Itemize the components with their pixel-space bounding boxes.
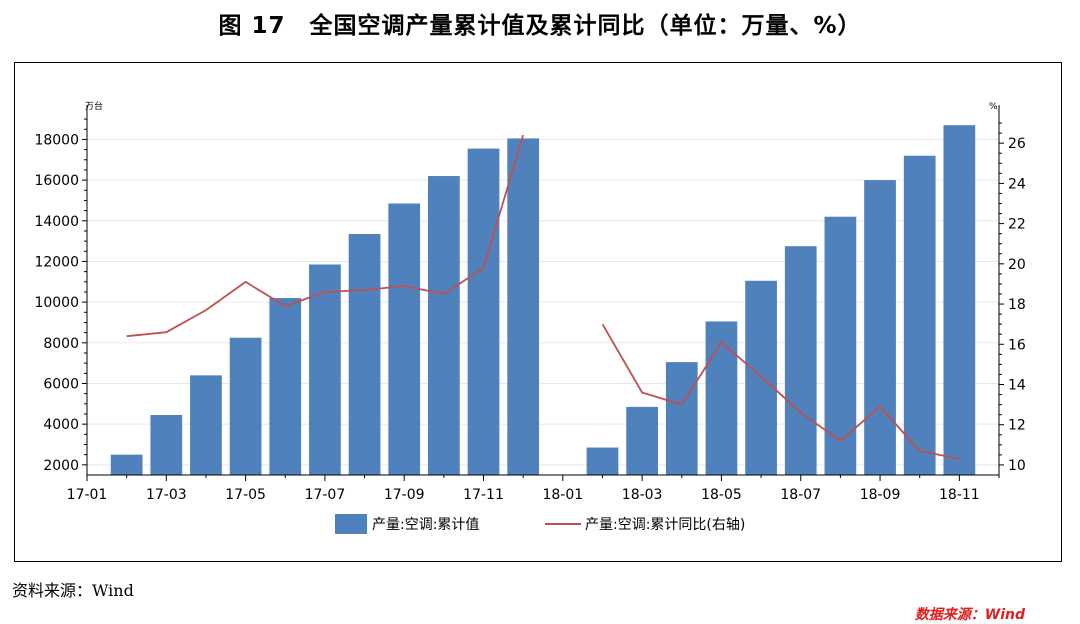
y-left-tick-label: 16000 — [34, 173, 79, 189]
source-note: 资料来源：Wind — [12, 581, 134, 600]
chart-svg: 2000 4000 6000 8000 10000 12000 14000 16000 1800… — [34, 100, 1026, 534]
x-tick-label: 17-07 — [305, 487, 346, 503]
bar — [864, 180, 896, 475]
y-right-tick-label: 14 — [1008, 378, 1026, 394]
figure-title: 图 17 全国空调产量累计值及累计同比（单位：万量、%） — [218, 13, 862, 39]
line-series-segment — [601, 323, 960, 460]
x-tick-label: 17-03 — [146, 487, 187, 503]
x-tick-label: 17-11 — [463, 487, 504, 503]
y-right-tick-label: 12 — [1008, 418, 1026, 434]
bar — [745, 280, 777, 475]
legend-swatch-bar — [335, 514, 367, 534]
bar — [428, 176, 460, 475]
x-tick-label: 18-07 — [780, 487, 821, 503]
bar — [824, 216, 857, 475]
x-tick-label: 17-01 — [67, 487, 108, 503]
y-right-tick-label: 22 — [1008, 217, 1026, 233]
bar — [150, 415, 183, 475]
x-tick-label: 17-09 — [384, 487, 425, 503]
x-tick-label: 18-09 — [860, 487, 901, 503]
bar — [309, 264, 341, 475]
bar — [784, 246, 817, 475]
bar — [665, 362, 698, 475]
bars-layer — [110, 125, 976, 476]
y-left-tick-label: 12000 — [34, 254, 79, 270]
axes-layer: 2000 4000 6000 8000 10000 12000 14000 16000 1800… — [34, 100, 1025, 503]
legend-label-line: 产量:空调:累计同比(右轴) — [585, 517, 745, 533]
x-tick-label: 18-03 — [622, 487, 663, 503]
y-left-tick-label: 8000 — [43, 336, 79, 352]
y-left-tick-label: 14000 — [34, 214, 79, 230]
bar — [110, 454, 143, 475]
bar — [229, 337, 262, 475]
bar — [586, 447, 619, 475]
chart-frame: 2000 4000 6000 8000 10000 12000 14000 16000 1800… — [14, 62, 1062, 623]
bar — [269, 298, 302, 475]
bar — [507, 138, 540, 475]
y-right-tick-label: 18 — [1008, 297, 1026, 313]
y-right-tick-label: 24 — [1008, 176, 1026, 192]
bar — [943, 125, 976, 476]
data-source-label: 数据来源：Wind — [914, 607, 1025, 623]
x-tick-label: 18-05 — [701, 487, 742, 503]
y-left-tick-label: 10000 — [34, 295, 79, 311]
y-right-tick-label: 10 — [1008, 458, 1026, 474]
bar — [467, 148, 500, 475]
grid-layer — [87, 138, 999, 466]
legend-label-bar: 产量:空调:累计值 — [372, 517, 479, 533]
y-right-unit: % — [989, 102, 998, 112]
y-right-tick-label: 26 — [1008, 136, 1026, 152]
bar — [705, 321, 738, 475]
y-left-tick-label: 4000 — [43, 417, 79, 433]
y-left-tick-label: 2000 — [43, 458, 79, 474]
bar — [626, 406, 658, 475]
line-layer — [126, 134, 960, 460]
bar — [348, 234, 381, 475]
x-tick-label: 18-11 — [939, 487, 980, 503]
x-tick-label: 17-05 — [225, 487, 266, 503]
y-right-tick-label: 20 — [1008, 257, 1026, 273]
legend: 产量:空调:累计值 产量:空调:累计同比(右轴) — [335, 514, 745, 534]
bar — [903, 155, 936, 475]
line-series-segment — [126, 134, 525, 338]
y-left-unit: 万台 — [85, 100, 103, 112]
bar — [388, 203, 421, 475]
y-right-tick-label: 16 — [1008, 337, 1026, 353]
y-left-tick-label: 18000 — [34, 132, 79, 148]
y-left-tick-label: 6000 — [43, 376, 79, 392]
bar — [190, 375, 222, 475]
x-tick-label: 18-01 — [542, 487, 583, 503]
